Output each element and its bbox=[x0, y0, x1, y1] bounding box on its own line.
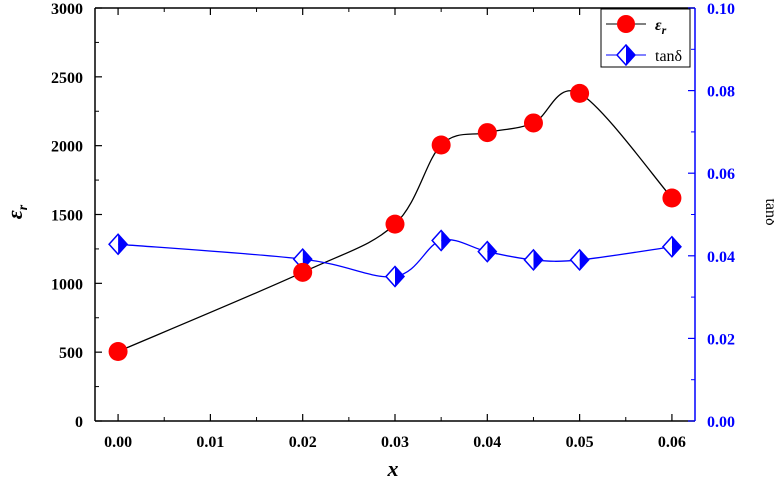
y2-axis-title: tanδ bbox=[762, 198, 774, 225]
y2-tick-label: 0.08 bbox=[707, 84, 735, 101]
x-tick-label: 0.03 bbox=[381, 434, 409, 451]
x-tick-label: 0.04 bbox=[473, 434, 501, 451]
tand-point bbox=[569, 248, 590, 272]
x-axis-title: x bbox=[387, 456, 399, 481]
svg-text:εr: εr bbox=[2, 204, 31, 219]
legend-label-tand: tanδ bbox=[655, 48, 682, 65]
y-tick-label: 1000 bbox=[51, 276, 83, 293]
legend-box bbox=[600, 8, 691, 68]
y-tick-label: 1500 bbox=[51, 208, 83, 225]
tand-point bbox=[384, 265, 406, 288]
y2-tick-label: 0.04 bbox=[707, 249, 735, 266]
epsilon-point bbox=[662, 188, 682, 208]
tand-point-right-half bbox=[487, 241, 497, 262]
epsilon-point bbox=[570, 83, 590, 103]
tand-point-outline bbox=[108, 233, 129, 256]
x-tick-label: 0.02 bbox=[289, 434, 317, 451]
tand-point bbox=[477, 240, 498, 263]
tand-point-left-half bbox=[478, 241, 488, 262]
y-tick-label: 0 bbox=[75, 414, 83, 431]
tand-point-outline bbox=[569, 248, 590, 272]
tand-point-left-half bbox=[386, 266, 395, 287]
tand-point-outline bbox=[431, 229, 452, 252]
legend-label-epsilon: εr bbox=[655, 17, 667, 37]
epsilon-point bbox=[385, 214, 405, 234]
y-axis-title: εr bbox=[2, 204, 31, 219]
y-tick-label: 3000 bbox=[51, 1, 83, 18]
tand-point bbox=[431, 229, 452, 252]
series-marks bbox=[108, 83, 682, 361]
tand-point-left-half bbox=[432, 230, 442, 251]
x-tick-label: 0.01 bbox=[196, 434, 224, 451]
tand-point bbox=[661, 235, 682, 258]
tand-point-right-half bbox=[395, 266, 404, 287]
tand-point-outline bbox=[523, 248, 544, 272]
x-tick-label: 0.06 bbox=[658, 434, 686, 451]
tand-point bbox=[523, 248, 544, 272]
tand-point-left-half bbox=[662, 236, 672, 257]
tand-point-right-half bbox=[671, 236, 681, 257]
y2-tick-label: 0.00 bbox=[707, 414, 735, 431]
legend: εr tanδ bbox=[600, 8, 691, 68]
tand-point-right-half bbox=[579, 249, 589, 270]
epsilon-point bbox=[477, 123, 497, 143]
tand-point-outline bbox=[661, 235, 682, 258]
axes-group: 0.00 0.01 0.02 0.03 0.04 0.05 0.06 0 500 1000 1500… bbox=[51, 1, 735, 451]
tand-point-right-half bbox=[118, 234, 128, 255]
y-tick-label: 2000 bbox=[51, 139, 83, 156]
tand-point-outline bbox=[477, 240, 498, 263]
tand-point-left-half bbox=[524, 249, 534, 270]
tand-point bbox=[108, 233, 129, 256]
y2-tick-label: 0.06 bbox=[707, 166, 735, 183]
x-tick-label: 0.00 bbox=[104, 434, 132, 451]
tand-point-right-half bbox=[533, 249, 543, 270]
tand-point-left-half bbox=[109, 234, 119, 255]
legend-marker-tand bbox=[615, 43, 637, 67]
y-axis-title-sub: r bbox=[16, 204, 31, 210]
epsilon-point bbox=[293, 262, 313, 282]
tand-point-left-half bbox=[570, 249, 580, 270]
epsilon-point bbox=[523, 113, 543, 133]
y-axis-title-main: ε bbox=[2, 210, 27, 219]
x-tick-label: 0.05 bbox=[566, 434, 594, 451]
y2-tick-label: 0.10 bbox=[707, 1, 735, 18]
tand-point-outline bbox=[384, 265, 406, 288]
epsilon-point bbox=[108, 341, 128, 361]
y2-tick-label: 0.02 bbox=[707, 331, 735, 348]
y-tick-label: 500 bbox=[59, 345, 83, 362]
y-tick-label: 2500 bbox=[51, 70, 83, 87]
tand-point-right-half bbox=[441, 230, 451, 251]
legend-marker-epsilon bbox=[617, 15, 635, 33]
epsilon-point bbox=[431, 135, 451, 155]
